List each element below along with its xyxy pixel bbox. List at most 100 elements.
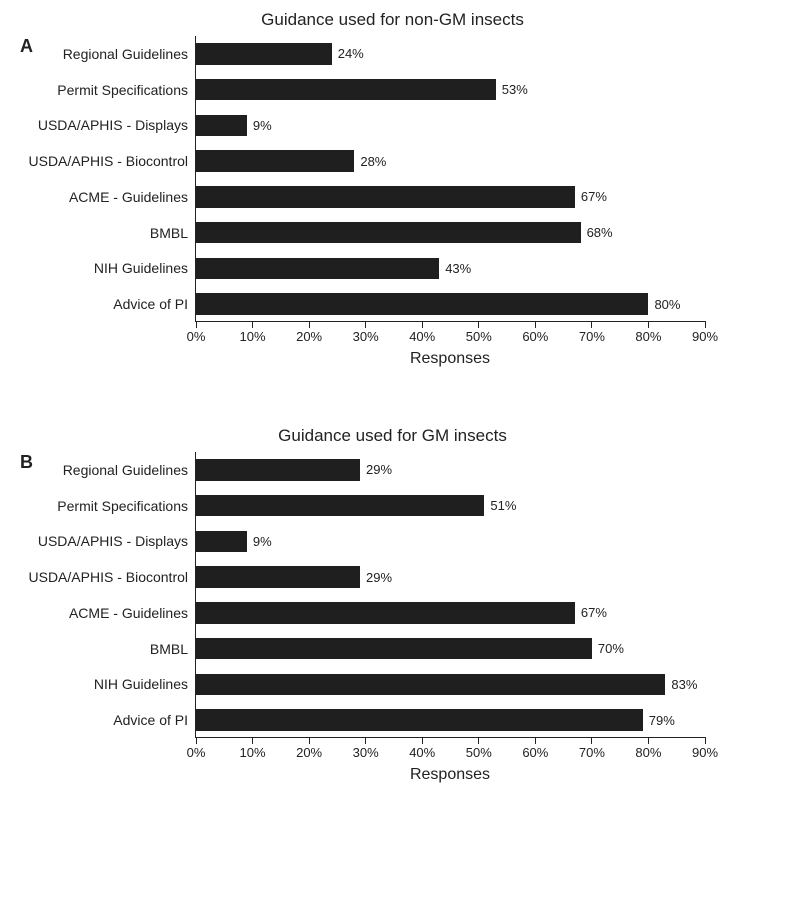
category-label: Regional Guidelines <box>18 46 196 62</box>
bar <box>196 674 665 695</box>
bar-row: ACME - Guidelines67% <box>196 602 705 623</box>
bar-row: USDA/APHIS - Displays9% <box>196 115 705 136</box>
x-tick-label: 80% <box>635 745 661 760</box>
x-tick <box>422 321 423 328</box>
x-tick-label: 50% <box>466 745 492 760</box>
category-label: NIH Guidelines <box>18 260 196 276</box>
x-tick <box>309 321 310 328</box>
bar <box>196 566 360 587</box>
bar-value-label: 68% <box>587 225 613 240</box>
bar-value-label: 28% <box>360 154 386 169</box>
bar <box>196 79 496 100</box>
chart-title: Guidance used for non-GM insects <box>20 10 765 30</box>
category-label: NIH Guidelines <box>18 676 196 692</box>
bar <box>196 186 575 207</box>
bar-row: NIH Guidelines43% <box>196 258 705 279</box>
bar-row: USDA/APHIS - Biocontrol28% <box>196 150 705 171</box>
panel-b: BGuidance used for GM insectsRegional Gu… <box>20 426 765 782</box>
bar-row: BMBL70% <box>196 638 705 659</box>
bar-value-label: 24% <box>338 46 364 61</box>
bar-row: NIH Guidelines83% <box>196 674 705 695</box>
bar-row: USDA/APHIS - Biocontrol29% <box>196 566 705 587</box>
bar-value-label: 83% <box>671 677 697 692</box>
bar-value-label: 43% <box>445 261 471 276</box>
x-axis-title: Responses <box>195 766 705 784</box>
x-tick-label: 30% <box>353 329 379 344</box>
x-tick <box>422 737 423 744</box>
bar <box>196 150 354 171</box>
chart-area: Regional Guidelines29% Permit Specificati… <box>195 452 745 782</box>
bar-value-label: 53% <box>502 82 528 97</box>
x-tick-label: 0% <box>187 745 206 760</box>
x-tick <box>591 737 592 744</box>
x-tick-label: 0% <box>187 329 206 344</box>
category-label: USDA/APHIS - Biocontrol <box>18 569 196 585</box>
chart-title: Guidance used for GM insects <box>20 426 765 446</box>
bar-value-label: 70% <box>598 641 624 656</box>
x-tick-label: 10% <box>240 745 266 760</box>
x-tick-label: 40% <box>409 329 435 344</box>
category-label: ACME - Guidelines <box>18 189 196 205</box>
category-label: USDA/APHIS - Displays <box>18 117 196 133</box>
x-tick-label: 20% <box>296 745 322 760</box>
bar <box>196 638 592 659</box>
bar-value-label: 51% <box>490 498 516 513</box>
x-tick-label: 90% <box>692 745 718 760</box>
x-tick <box>252 737 253 744</box>
x-tick-label: 60% <box>522 745 548 760</box>
bar <box>196 709 643 730</box>
x-tick <box>535 321 536 328</box>
x-tick <box>648 737 649 744</box>
bar-value-label: 9% <box>253 534 272 549</box>
category-label: ACME - Guidelines <box>18 605 196 621</box>
x-tick <box>705 737 706 744</box>
bar-row: Permit Specifications51% <box>196 495 705 516</box>
x-tick <box>648 321 649 328</box>
x-tick <box>252 321 253 328</box>
category-label: BMBL <box>18 225 196 241</box>
category-label: Permit Specifications <box>18 82 196 98</box>
bar <box>196 495 484 516</box>
bar-value-label: 9% <box>253 118 272 133</box>
bar-value-label: 80% <box>654 297 680 312</box>
bar-row: Advice of PI79% <box>196 709 705 730</box>
x-tick <box>478 321 479 328</box>
x-tick-label: 80% <box>635 329 661 344</box>
bar-value-label: 67% <box>581 189 607 204</box>
category-label: Advice of PI <box>18 712 196 728</box>
bar <box>196 115 247 136</box>
panel-a: AGuidance used for non-GM insectsRegiona… <box>20 10 765 366</box>
x-tick <box>591 321 592 328</box>
category-label: USDA/APHIS - Displays <box>18 533 196 549</box>
bar <box>196 43 332 64</box>
x-tick-label: 90% <box>692 329 718 344</box>
x-tick <box>478 737 479 744</box>
bar-row: USDA/APHIS - Displays9% <box>196 531 705 552</box>
bar <box>196 602 575 623</box>
bar-row: BMBL68% <box>196 222 705 243</box>
x-tick-label: 60% <box>522 329 548 344</box>
bar-value-label: 29% <box>366 462 392 477</box>
x-tick <box>196 737 197 744</box>
category-label: USDA/APHIS - Biocontrol <box>18 153 196 169</box>
x-tick <box>309 737 310 744</box>
bar-row: Regional Guidelines24% <box>196 43 705 64</box>
bar-row: Regional Guidelines29% <box>196 459 705 480</box>
bar-value-label: 79% <box>649 713 675 728</box>
chart-area: Regional Guidelines24% Permit Specificati… <box>195 36 745 366</box>
x-tick-label: 50% <box>466 329 492 344</box>
category-label: Permit Specifications <box>18 498 196 514</box>
bar <box>196 222 581 243</box>
bar-row: ACME - Guidelines67% <box>196 186 705 207</box>
x-axis-title: Responses <box>195 350 705 368</box>
category-label: Advice of PI <box>18 296 196 312</box>
x-tick-label: 30% <box>353 745 379 760</box>
category-label: BMBL <box>18 641 196 657</box>
bar <box>196 531 247 552</box>
x-tick-label: 20% <box>296 329 322 344</box>
x-tick <box>365 737 366 744</box>
x-tick-label: 70% <box>579 329 605 344</box>
bar-row: Permit Specifications53% <box>196 79 705 100</box>
x-tick-label: 10% <box>240 329 266 344</box>
bar-value-label: 29% <box>366 570 392 585</box>
